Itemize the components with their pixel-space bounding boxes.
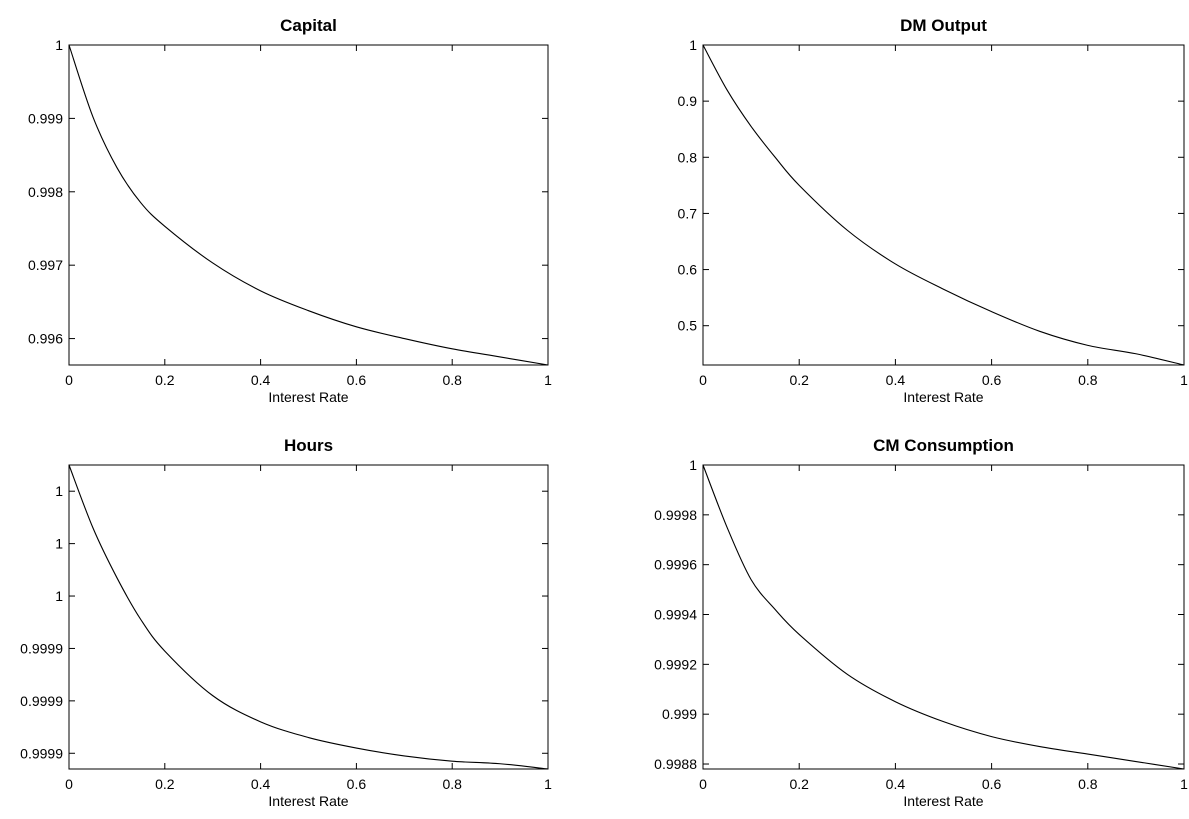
plot-area xyxy=(702,464,1185,770)
x-tick-label: 0.6 xyxy=(347,776,367,792)
x-tick-label: 0.2 xyxy=(155,372,175,388)
x-tick-label: 1 xyxy=(544,372,552,388)
x-tick-label: 1 xyxy=(1180,372,1188,388)
y-tick-label: 0.8 xyxy=(678,149,698,165)
y-tick-label: 0.9999 xyxy=(20,745,63,761)
y-tick-label: 0.997 xyxy=(28,257,63,273)
y-tick-label: 1 xyxy=(55,483,63,499)
x-tick-label: 0.8 xyxy=(442,776,462,792)
plot-area xyxy=(68,464,549,770)
chart-title-hours: Hours xyxy=(284,436,333,455)
x-tick-label: 0.8 xyxy=(1078,372,1098,388)
y-tick-label: 1 xyxy=(55,536,63,552)
x-tick-label: 0.6 xyxy=(347,372,367,388)
x-tick-label: 0 xyxy=(699,776,707,792)
chart-title-capital: Capital xyxy=(280,16,337,35)
series-line-hours xyxy=(68,464,549,770)
y-tick-label: 0.9999 xyxy=(20,640,63,656)
y-tick-label: 0.9 xyxy=(678,93,698,109)
y-tick-label: 0.996 xyxy=(28,331,63,347)
chart-panel-hours: Hours 0 0.2 0.4 0.6 0.8 1 0.9999 0.9999 0.9999 1 1 1… xyxy=(20,436,552,809)
x-tick-label: 1 xyxy=(544,776,552,792)
x-tick-label: 0.2 xyxy=(155,776,175,792)
x-axis-label: Interest Rate xyxy=(903,389,983,405)
y-tick-label: 0.9996 xyxy=(654,557,697,573)
x-tick-label: 0.6 xyxy=(982,372,1002,388)
x-tick-label: 0.8 xyxy=(442,372,462,388)
chart-panel-capital: Capital 0 0.2 0.4 0.6 0.8 1 0.996 0.997 0.998 0.99… xyxy=(28,16,552,405)
x-tick-label: 0 xyxy=(65,776,73,792)
x-tick-label: 0 xyxy=(65,372,73,388)
x-tick-label: 0.2 xyxy=(789,372,809,388)
y-tick-label: 0.9994 xyxy=(654,607,697,623)
x-tick-label: 0.4 xyxy=(251,372,271,388)
y-tick-label: 0.9998 xyxy=(654,507,697,523)
y-tick-label: 0.9999 xyxy=(20,693,63,709)
x-tick-label: 0.4 xyxy=(251,776,271,792)
y-tick-label: 0.999 xyxy=(662,706,697,722)
chart-title-cm-consumption: CM Consumption xyxy=(873,436,1014,455)
plot-area xyxy=(68,44,549,366)
series-line-dm-output xyxy=(702,44,1185,366)
x-tick-label: 0.6 xyxy=(982,776,1002,792)
plot-area xyxy=(702,44,1185,366)
y-tick-label: 0.999 xyxy=(28,110,63,126)
x-tick-label: 0 xyxy=(699,372,707,388)
y-tick-label: 0.998 xyxy=(28,184,63,200)
series-line-cm-consumption xyxy=(702,464,1185,770)
y-tick-label: 1 xyxy=(55,588,63,604)
y-tick-label: 1 xyxy=(689,37,697,53)
x-axis-label: Interest Rate xyxy=(268,793,348,809)
chart-panel-cm-consumption: CM Consumption 0 0.2 0.4 0.6 0.8 1 0.9988 0.999 0… xyxy=(654,436,1188,809)
x-axis-label: Interest Rate xyxy=(268,389,348,405)
x-tick-label: 0.2 xyxy=(789,776,809,792)
x-tick-label: 0.4 xyxy=(886,372,906,388)
x-tick-label: 0.8 xyxy=(1078,776,1098,792)
y-tick-label: 0.7 xyxy=(678,205,698,221)
chart-panel-dm-output: DM Output 0 0.2 0.4 0.6 0.8 1 0.5 0.6 0.7 0.8 0.9 1 I… xyxy=(678,16,1189,405)
y-tick-label: 1 xyxy=(55,37,63,53)
y-tick-label: 0.5 xyxy=(678,318,698,334)
y-tick-label: 0.9992 xyxy=(654,656,697,672)
y-tick-label: 0.9988 xyxy=(654,756,697,772)
chart-title-dm-output: DM Output xyxy=(900,16,987,35)
y-tick-label: 1 xyxy=(689,457,697,473)
y-tick-label: 0.6 xyxy=(678,262,698,278)
x-tick-label: 1 xyxy=(1180,776,1188,792)
x-tick-label: 0.4 xyxy=(886,776,906,792)
series-line-capital xyxy=(68,44,549,366)
x-axis-label: Interest Rate xyxy=(903,793,983,809)
